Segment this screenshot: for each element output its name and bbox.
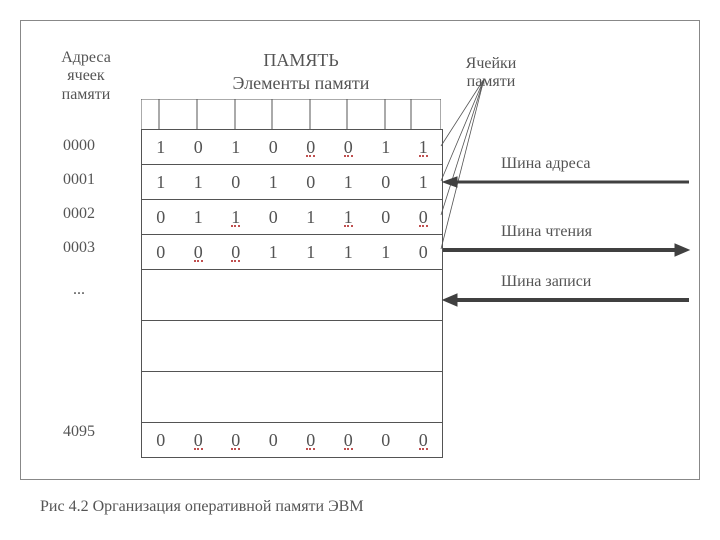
bit-cell: 1: [180, 207, 218, 228]
bit-cell: 0: [180, 430, 218, 451]
bus-address-arrow: [441, 175, 691, 189]
bit-cell: 1: [367, 137, 405, 158]
bit-cell: 1: [405, 172, 443, 193]
top-ticks: [141, 99, 441, 129]
bit-cell: 0: [330, 430, 368, 451]
bus-read-arrow: [441, 243, 691, 257]
bit-cell: 0: [405, 242, 443, 263]
diagram-frame: Адреса ячеек памяти ПАМЯТЬЭлементы памят…: [20, 20, 700, 480]
bit-cell: 1: [255, 172, 293, 193]
bit-cell: 1: [405, 137, 443, 158]
bit-cell: 0: [142, 242, 180, 263]
bit-cell: 1: [292, 207, 330, 228]
bit-cell: 0: [292, 430, 330, 451]
bit-cell: 0: [330, 137, 368, 158]
figure-caption: Рис 4.2 Организация оперативной памяти Э…: [40, 498, 364, 516]
bit-cell: 0: [367, 207, 405, 228]
bus-write-arrow: [441, 293, 691, 307]
bit-cell: 0: [142, 207, 180, 228]
bit-cell: 0: [255, 430, 293, 451]
bit-cell: 0: [255, 137, 293, 158]
bit-cell: 0: [405, 430, 443, 451]
table-row: [142, 270, 442, 321]
address-label: 4095: [63, 415, 95, 449]
bit-cell: 1: [330, 207, 368, 228]
bit-cell: 1: [255, 242, 293, 263]
address-column: 0000000100020003... 4095: [63, 129, 95, 449]
table-row: [142, 372, 442, 423]
bus-address-label: Шина адреса: [501, 155, 591, 173]
bit-cell: 1: [292, 242, 330, 263]
table-row: 10100011: [142, 130, 442, 165]
bit-cell: 0: [217, 430, 255, 451]
addresses-title: Адреса ячеек памяти: [51, 49, 121, 104]
bit-cell: 0: [367, 430, 405, 451]
bit-cell: 0: [405, 207, 443, 228]
memory-title: ПАМЯТЬЭлементы памяти: [191, 49, 411, 94]
bit-cell: 1: [217, 137, 255, 158]
bit-cell: 0: [142, 430, 180, 451]
bit-cell: 1: [217, 207, 255, 228]
table-row: 01101100: [142, 200, 442, 235]
bit-cell: 0: [180, 242, 218, 263]
bit-cell: 1: [142, 137, 180, 158]
bit-cell: 1: [367, 242, 405, 263]
address-label: [63, 315, 95, 365]
address-label: 0002: [63, 197, 95, 231]
bit-cell: 0: [180, 137, 218, 158]
bit-cell: 1: [330, 172, 368, 193]
bit-cell: 1: [142, 172, 180, 193]
bus-write-label: Шина записи: [501, 273, 591, 291]
table-row: 00011110: [142, 235, 442, 270]
address-label: 0001: [63, 163, 95, 197]
address-label: 0000: [63, 129, 95, 163]
address-label: 0003: [63, 231, 95, 265]
bit-cell: 0: [217, 242, 255, 263]
table-row: 11010101: [142, 165, 442, 200]
bit-cell: 1: [330, 242, 368, 263]
bit-cell: 0: [292, 172, 330, 193]
address-label: [63, 365, 95, 415]
bit-cell: 0: [255, 207, 293, 228]
bus-read-label: Шина чтения: [501, 223, 592, 241]
table-row: 00000000: [142, 423, 442, 458]
bit-cell: 1: [180, 172, 218, 193]
address-label: ...: [63, 265, 95, 315]
memory-table: 1010001111010101011011000001111000000000: [141, 129, 443, 458]
bit-cell: 0: [367, 172, 405, 193]
table-row: [142, 321, 442, 372]
bit-cell: 0: [292, 137, 330, 158]
bit-cell: 0: [217, 172, 255, 193]
